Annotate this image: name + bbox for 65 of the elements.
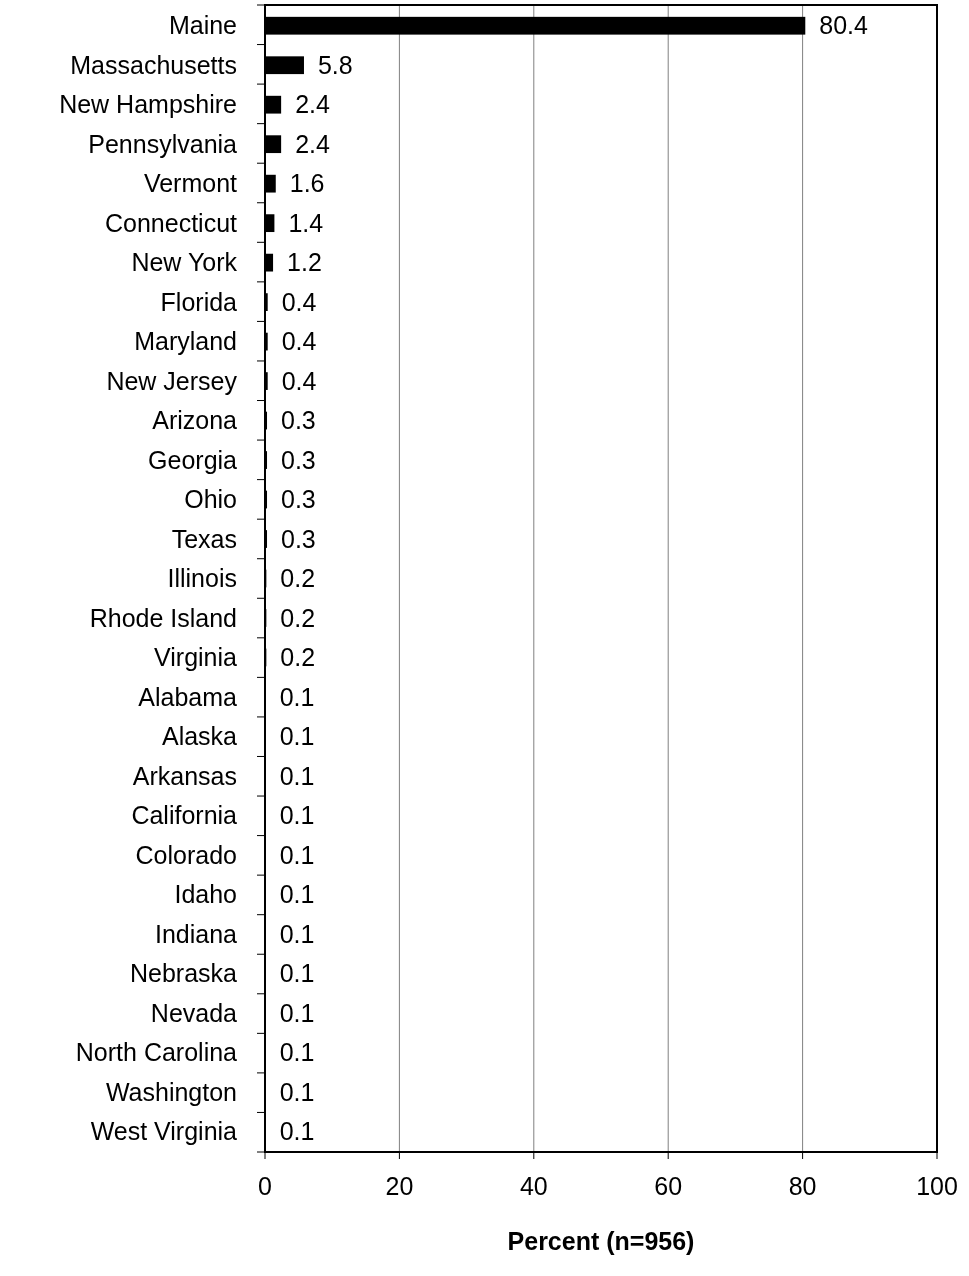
data-label: 0.4 bbox=[281, 327, 317, 356]
data-label: 0.1 bbox=[279, 1117, 315, 1146]
y-tick-label: New Jersey bbox=[106, 366, 238, 395]
y-tick-label: Nebraska bbox=[130, 959, 238, 988]
data-label: 0.2 bbox=[280, 564, 316, 593]
y-tick-label: North Carolina bbox=[75, 1038, 238, 1067]
x-tick-label: 20 bbox=[385, 1172, 414, 1200]
y-tick-label: Vermont bbox=[143, 169, 238, 198]
y-tick-label: Alabama bbox=[138, 682, 238, 711]
data-label: 0.3 bbox=[281, 445, 316, 474]
data-label: 0.1 bbox=[279, 682, 315, 711]
y-tick-label: Indiana bbox=[154, 919, 238, 948]
y-tick-label: New Hampshire bbox=[59, 90, 237, 119]
data-label: 0.1 bbox=[279, 919, 315, 948]
y-tick-label: Maryland bbox=[134, 327, 237, 356]
data-label: 0.1 bbox=[279, 998, 315, 1027]
data-label: 0.1 bbox=[279, 959, 315, 988]
data-label: 0.1 bbox=[279, 1077, 315, 1106]
y-tick-label: Rhode Island bbox=[89, 603, 237, 632]
y-tick-label: West Virginia bbox=[90, 1117, 238, 1146]
y-tick-label: Ohio bbox=[184, 485, 237, 514]
y-tick-label: Texas bbox=[171, 524, 237, 553]
y-tick-label: Arkansas bbox=[132, 761, 237, 790]
y-tick-label: California bbox=[131, 801, 238, 830]
y-tick-label: Florida bbox=[160, 287, 238, 316]
data-label: 2.4 bbox=[295, 90, 330, 119]
y-tick-label: Connecticut bbox=[104, 208, 238, 237]
y-tick-label: Pennsylvania bbox=[88, 129, 238, 158]
data-label: 0.4 bbox=[281, 366, 317, 395]
data-label: 1.6 bbox=[289, 169, 325, 198]
y-tick-label: Georgia bbox=[148, 445, 238, 474]
y-tick-label: Washington bbox=[105, 1077, 237, 1106]
data-label: 0.2 bbox=[280, 643, 316, 672]
data-label: 0.1 bbox=[279, 880, 315, 909]
data-label: 0.4 bbox=[281, 287, 317, 316]
y-tick-label: Alaska bbox=[161, 722, 238, 751]
x-tick-label: 60 bbox=[654, 1172, 683, 1200]
data-label: 0.1 bbox=[279, 761, 315, 790]
data-label: 0.3 bbox=[281, 485, 316, 514]
data-label: 0.1 bbox=[279, 801, 315, 830]
y-tick-label: Massachusetts bbox=[70, 50, 237, 79]
data-label: 80.4 bbox=[819, 11, 869, 40]
x-tick-label: 40 bbox=[519, 1172, 548, 1200]
data-label: 0.3 bbox=[281, 524, 316, 553]
y-tick-label: Idaho bbox=[174, 880, 237, 909]
y-tick-label: Virginia bbox=[154, 643, 238, 672]
data-label: 1.4 bbox=[288, 208, 324, 237]
data-label: 0.1 bbox=[279, 840, 315, 869]
y-tick-label: Illinois bbox=[167, 564, 237, 593]
data-label: 0.1 bbox=[279, 722, 315, 751]
y-tick-label: Maine bbox=[168, 11, 237, 40]
data-label: 1.2 bbox=[287, 248, 322, 277]
x-tick-label: 0 bbox=[258, 1172, 272, 1200]
data-label: 0.2 bbox=[280, 603, 316, 632]
y-tick-label: Nevada bbox=[150, 998, 238, 1027]
data-label: 5.8 bbox=[317, 50, 353, 79]
y-tick-label: Colorado bbox=[135, 840, 237, 869]
data-label: 0.3 bbox=[281, 406, 316, 435]
x-axis-title: Percent (n=956) bbox=[507, 1227, 695, 1255]
x-tick-label: 80 bbox=[788, 1172, 817, 1200]
y-tick-label: New York bbox=[131, 248, 238, 277]
x-tick-label: 100 bbox=[916, 1172, 958, 1200]
data-label: 2.4 bbox=[295, 129, 330, 158]
data-label: 0.1 bbox=[279, 1038, 315, 1067]
y-tick-label: Arizona bbox=[152, 406, 238, 435]
